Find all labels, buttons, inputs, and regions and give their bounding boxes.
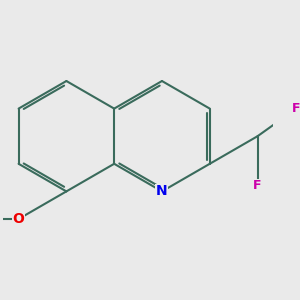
Text: O: O: [13, 212, 25, 226]
Text: F: F: [292, 102, 300, 115]
Text: N: N: [156, 184, 168, 198]
Text: F: F: [253, 179, 262, 192]
